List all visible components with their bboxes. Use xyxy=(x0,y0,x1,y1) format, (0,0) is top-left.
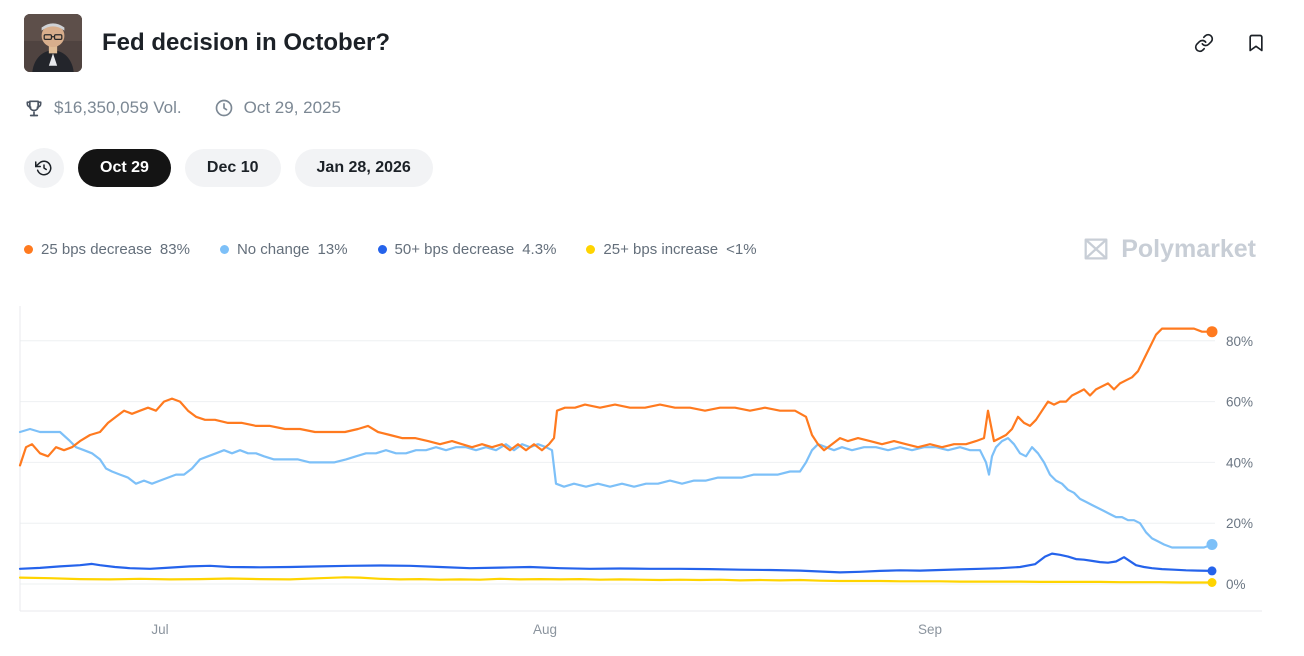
history-button[interactable] xyxy=(24,148,64,188)
end-date-value: Oct 29, 2025 xyxy=(243,98,341,117)
trophy-icon xyxy=(26,100,42,117)
legend-value: 13% xyxy=(317,240,348,258)
legend-label: 25 bps decrease xyxy=(41,240,152,258)
legend-label: 50+ bps decrease xyxy=(394,240,515,258)
series-line-25-bps-decrease[interactable] xyxy=(18,327,1214,467)
y-axis-label: 60% xyxy=(1226,395,1253,410)
bookmark-button[interactable] xyxy=(1244,31,1268,55)
y-axis-label: 80% xyxy=(1226,334,1253,349)
series-line-25-bps-increase[interactable] xyxy=(18,576,1214,584)
legend-value: 83% xyxy=(159,240,190,258)
legend-item-25bps-decrease[interactable]: 25 bps decrease 83% xyxy=(24,241,190,258)
tab-jan-28-2026[interactable]: Jan 28, 2026 xyxy=(294,149,433,187)
market-avatar xyxy=(24,14,82,72)
series-end-dot xyxy=(1206,539,1218,550)
probability-chart[interactable]: 80% 60% 40% 20% 0% Jul Aug Sep xyxy=(0,298,1304,656)
legend-item-25bps-increase[interactable]: 25+ bps increase <1% xyxy=(586,240,757,258)
legend-dot-icon xyxy=(377,244,387,254)
date-tabs: Oct 29 Dec 10 Jan 28, 2026 xyxy=(24,148,1280,188)
market-stats: $16,350,059 Vol. Oct 29, 2025 xyxy=(24,98,1280,118)
copy-link-button[interactable] xyxy=(1192,31,1216,55)
tab-dec-10[interactable]: Dec 10 xyxy=(184,149,281,187)
series-line-50-bps-decrease[interactable] xyxy=(18,552,1214,574)
market-header: Fed decision in October? xyxy=(24,0,1280,72)
x-axis-label: Jul xyxy=(151,622,168,637)
legend-value: 4.3% xyxy=(522,240,557,258)
history-clock-icon xyxy=(35,160,52,176)
chart-canvas[interactable]: 80% 60% 40% 20% 0% Jul Aug Sep xyxy=(0,298,1304,656)
bookmark-icon xyxy=(1249,34,1263,52)
series-line-no-change[interactable] xyxy=(18,427,1214,549)
header-actions xyxy=(1192,31,1280,55)
market-title: Fed decision in October? xyxy=(102,29,391,56)
polymarket-logo-icon xyxy=(1084,238,1108,260)
end-date-stat: Oct 29, 2025 xyxy=(214,98,341,118)
series-end-dot xyxy=(1207,566,1217,576)
series-end-dot xyxy=(1207,578,1217,587)
link-icon xyxy=(1194,33,1214,53)
tab-oct-29[interactable]: Oct 29 xyxy=(78,149,171,187)
legend-item-no-change[interactable]: No change 13% xyxy=(219,240,348,258)
chart-legend: 25 bps decrease 83% No change 13% 50+ bp… xyxy=(24,241,757,258)
clock-icon xyxy=(215,99,232,117)
legend-label: 25+ bps increase xyxy=(603,240,719,258)
legend-value: <1% xyxy=(726,240,757,258)
legend-dot-icon xyxy=(219,244,229,254)
legend-label: No change xyxy=(236,240,310,258)
series-end-dot xyxy=(1206,326,1218,338)
legend-row: 25 bps decrease 83% No change 13% 50+ bp… xyxy=(24,234,1280,264)
x-axis-label: Aug xyxy=(533,622,557,637)
polymarket-wordmark: Polymarket xyxy=(1121,234,1256,263)
legend-dot-icon xyxy=(24,244,33,254)
y-axis-label: 40% xyxy=(1226,455,1253,470)
polymarket-watermark: Polymarket xyxy=(1081,234,1280,264)
legend-item-50bps-decrease[interactable]: 50+ bps decrease 4.3% xyxy=(377,240,557,258)
volume-stat: $16,350,059 Vol. xyxy=(24,98,182,118)
volume-value: $16,350,059 Vol. xyxy=(54,98,182,117)
legend-dot-icon xyxy=(586,244,596,254)
y-axis-label: 20% xyxy=(1226,516,1253,531)
avatar-portrait-icon xyxy=(24,14,82,72)
y-axis-label: 0% xyxy=(1226,577,1246,592)
x-axis-label: Sep xyxy=(918,622,942,637)
